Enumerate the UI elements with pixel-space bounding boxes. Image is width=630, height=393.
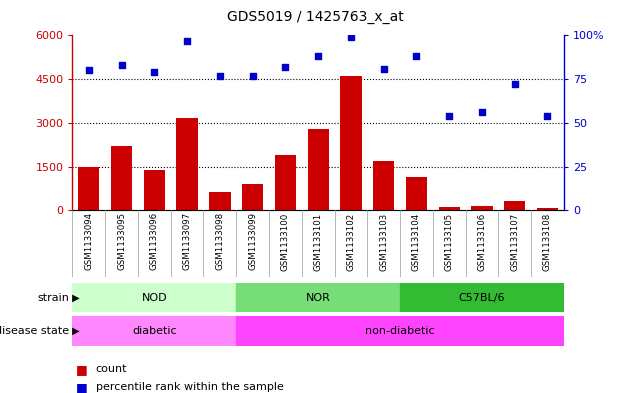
Bar — [373, 161, 394, 210]
Bar — [111, 146, 132, 210]
Text: C57BL/6: C57BL/6 — [459, 293, 505, 303]
Bar — [438, 208, 460, 210]
Bar — [340, 76, 362, 210]
Bar — [537, 208, 558, 210]
Text: GSM1133108: GSM1133108 — [543, 212, 552, 270]
Text: ■: ■ — [76, 380, 88, 393]
Bar — [236, 283, 400, 312]
Bar — [307, 129, 329, 210]
Text: GSM1133105: GSM1133105 — [445, 212, 454, 270]
Text: GSM1133095: GSM1133095 — [117, 212, 126, 270]
Bar — [242, 184, 263, 210]
Bar — [176, 118, 198, 210]
Point — [117, 62, 127, 68]
Bar — [72, 316, 236, 346]
Text: strain: strain — [37, 293, 69, 303]
Bar — [406, 177, 427, 210]
Text: GSM1133103: GSM1133103 — [379, 212, 388, 270]
Bar — [144, 170, 165, 210]
Point — [313, 53, 323, 59]
Text: ▶: ▶ — [69, 293, 80, 303]
Text: diabetic: diabetic — [132, 326, 176, 336]
Point — [280, 64, 290, 70]
Bar — [504, 201, 525, 210]
Text: GSM1133094: GSM1133094 — [84, 212, 93, 270]
Bar — [78, 167, 100, 210]
Point — [346, 34, 356, 40]
Text: percentile rank within the sample: percentile rank within the sample — [96, 382, 284, 392]
Point — [510, 81, 520, 88]
Text: GSM1133100: GSM1133100 — [281, 212, 290, 270]
Point — [149, 69, 159, 75]
Point — [215, 72, 225, 79]
Text: GSM1133102: GSM1133102 — [346, 212, 355, 270]
Text: GSM1133104: GSM1133104 — [412, 212, 421, 270]
Text: GSM1133101: GSM1133101 — [314, 212, 323, 270]
Point — [84, 67, 94, 73]
Text: GDS5019 / 1425763_x_at: GDS5019 / 1425763_x_at — [227, 10, 403, 24]
Text: GSM1133106: GSM1133106 — [478, 212, 486, 270]
Text: NOR: NOR — [306, 293, 331, 303]
Text: ▶: ▶ — [69, 326, 80, 336]
Bar — [72, 283, 236, 312]
Text: disease state: disease state — [0, 326, 69, 336]
Bar — [236, 316, 564, 346]
Point — [444, 113, 454, 119]
Point — [248, 72, 258, 79]
Point — [411, 53, 421, 59]
Point — [542, 113, 553, 119]
Bar — [471, 206, 493, 210]
Point — [477, 109, 487, 116]
Text: GSM1133107: GSM1133107 — [510, 212, 519, 270]
Text: ■: ■ — [76, 363, 88, 376]
Bar — [400, 283, 564, 312]
Text: GSM1133099: GSM1133099 — [248, 212, 257, 270]
Text: non-diabetic: non-diabetic — [365, 326, 435, 336]
Text: count: count — [96, 364, 127, 375]
Text: GSM1133097: GSM1133097 — [183, 212, 192, 270]
Bar — [209, 192, 231, 210]
Point — [379, 66, 389, 72]
Text: NOD: NOD — [142, 293, 167, 303]
Bar — [275, 155, 296, 210]
Text: GSM1133098: GSM1133098 — [215, 212, 224, 270]
Text: GSM1133096: GSM1133096 — [150, 212, 159, 270]
Point — [182, 37, 192, 44]
